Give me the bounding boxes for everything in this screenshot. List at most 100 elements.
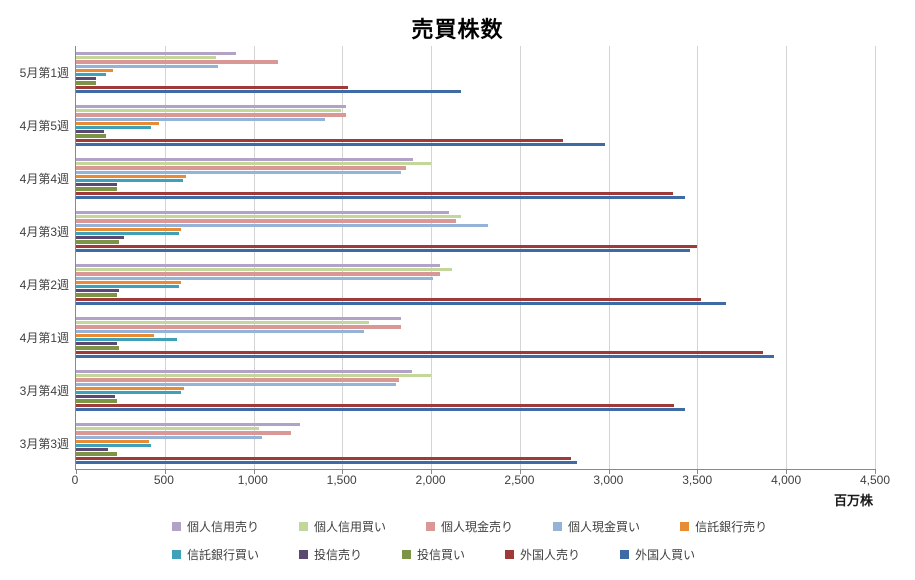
legend-marker <box>172 550 181 559</box>
bar <box>76 439 149 443</box>
category-label: 3月第3週 <box>19 437 69 451</box>
bar <box>76 113 346 117</box>
bar <box>76 382 396 386</box>
bar <box>76 244 698 248</box>
bar <box>76 223 488 227</box>
legend-item: 個人現金売り <box>426 518 513 535</box>
axis-tick <box>608 469 610 474</box>
x-tick-label: 4,000 <box>771 473 802 487</box>
bar <box>76 354 774 358</box>
axis-tick <box>519 469 521 474</box>
axis-tick <box>786 469 788 474</box>
legend-marker <box>299 550 309 559</box>
bar-group <box>76 99 875 152</box>
bar <box>76 297 701 301</box>
bar <box>76 232 179 236</box>
bar <box>76 378 400 382</box>
bar <box>76 272 440 276</box>
bar <box>76 280 181 284</box>
bar <box>76 264 440 268</box>
axis-tick <box>76 469 77 474</box>
bar-group <box>76 364 875 417</box>
bar <box>76 52 236 56</box>
bar <box>76 73 107 77</box>
bar <box>76 81 96 85</box>
gridline <box>697 46 699 469</box>
bar <box>76 374 432 378</box>
x-tick-label: 4,500 <box>859 473 891 487</box>
bar-group <box>76 205 875 258</box>
bar <box>76 427 259 431</box>
bar-group <box>76 311 875 364</box>
legend-item: 信託銀行買い <box>172 546 259 563</box>
bar <box>76 105 346 109</box>
legend-item: 個人信用売り <box>172 518 259 535</box>
bar <box>76 109 341 113</box>
axis-tick <box>253 469 255 474</box>
bar <box>76 444 151 448</box>
bar <box>76 370 412 374</box>
bar <box>76 435 263 439</box>
legend-item: 外国人売り <box>505 546 580 563</box>
bar <box>76 174 187 178</box>
category-label: 5月第1週 <box>19 66 69 80</box>
axis-tick <box>875 469 876 474</box>
legend-item: 投信買い <box>402 546 465 563</box>
bar <box>76 285 179 289</box>
legend-label: 投信売り <box>314 548 363 562</box>
bar <box>76 423 300 427</box>
legend-label: 信託銀行買い <box>187 548 260 562</box>
bar <box>76 142 606 146</box>
legend-item: 外国人買い <box>620 546 695 563</box>
bar <box>76 329 364 333</box>
bar <box>76 268 453 272</box>
bar <box>76 219 456 223</box>
bar <box>76 342 117 346</box>
bar <box>76 403 675 407</box>
bar-group <box>76 258 875 311</box>
bar <box>76 162 432 166</box>
bar <box>76 386 185 390</box>
bar <box>76 293 117 297</box>
category-label: 3月第4週 <box>19 384 69 398</box>
legend-marker <box>299 522 309 531</box>
x-tick-label: 1,500 <box>326 473 357 487</box>
bar <box>76 338 178 342</box>
bar <box>76 227 181 231</box>
bar <box>76 166 407 170</box>
bar <box>76 77 96 81</box>
axis-tick <box>697 469 699 474</box>
legend-label: 個人信用売り <box>187 520 260 534</box>
bar <box>76 317 401 321</box>
gridline <box>608 46 610 469</box>
bar <box>76 289 119 293</box>
legend-row: 信託銀行買い 投信売り 投信買い 外国人売り 外国人買い <box>172 546 915 563</box>
category-label: 4月第5週 <box>19 119 69 133</box>
plot-area <box>75 46 876 474</box>
bar-group <box>76 417 875 470</box>
bar <box>76 456 572 460</box>
bar <box>76 346 119 350</box>
legend-label: 信託銀行売り <box>695 520 768 534</box>
legend-label: 個人現金買い <box>568 520 641 534</box>
legend-label: 外国人売り <box>520 548 581 562</box>
bar <box>76 248 691 252</box>
bar <box>76 350 764 354</box>
bar <box>76 60 279 64</box>
legend-label: 外国人買い <box>635 548 696 562</box>
x-tick-label: 0 <box>71 473 79 487</box>
legend-marker <box>426 522 436 531</box>
bar <box>76 134 107 138</box>
chart-area: 5月第1週 4月第5週 4月第4週 4月第3週 4月第2週 4月第1週 3月第4週 3月第3週 <box>0 46 915 474</box>
x-tick-label: 3,000 <box>593 473 624 487</box>
bar <box>76 121 160 125</box>
axis-unit-label: 百万株 <box>833 493 873 508</box>
bar <box>76 215 462 219</box>
bar <box>76 325 401 329</box>
gridline <box>253 46 255 469</box>
bar <box>76 85 348 89</box>
x-tick-label: 2,500 <box>504 473 535 487</box>
bar <box>76 138 563 142</box>
y-axis-labels: 5月第1週 4月第5週 4月第4週 4月第3週 4月第2週 4月第1週 3月第4週 3月第3週 <box>0 46 75 470</box>
